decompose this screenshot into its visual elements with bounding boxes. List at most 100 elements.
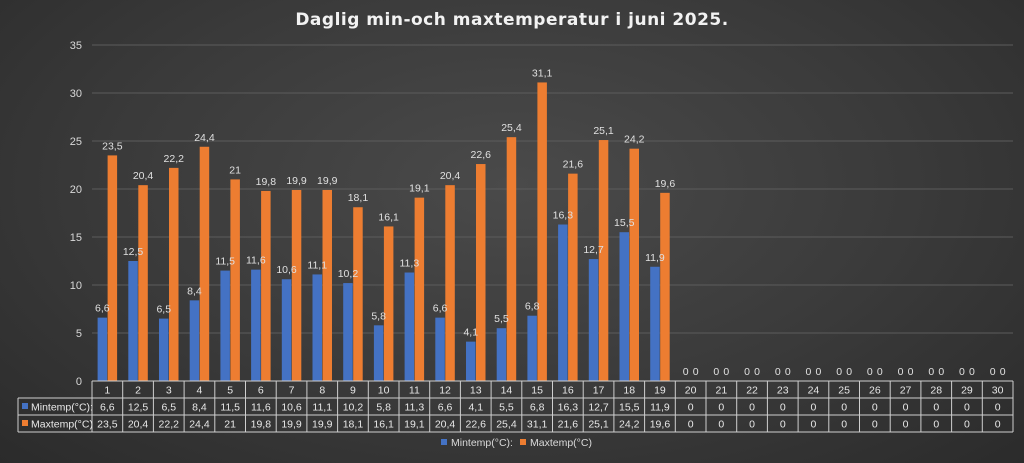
y-tick-label: 15 [70,232,82,244]
data-label-mintemp: 0 [990,366,996,378]
bar-maxtemp [230,179,240,381]
data-label-mintemp: 15,5 [614,217,635,229]
table-cell-maxtemp: 20,4 [128,419,149,431]
x-tick-label: 29 [961,385,973,397]
data-label-maxtemp: 0 [938,366,944,378]
bar-maxtemp [291,189,302,381]
bar-maxtemp [598,140,609,381]
data-label-maxtemp: 22,6 [471,149,492,161]
table-cell-mintemp: 10,2 [343,402,364,414]
data-label-maxtemp: 19,9 [317,175,338,187]
data-label-mintemp: 0 [928,366,934,378]
data-label-maxtemp: 0 [877,366,883,378]
x-tick-label: 3 [166,385,172,397]
data-label-mintemp: 10,2 [338,268,359,280]
bar-mintemp [496,328,507,381]
data-label-mintemp: 8,4 [187,285,202,297]
x-tick-label: 23 [777,385,789,397]
data-label-mintemp: 12,7 [583,244,604,256]
table-cell-maxtemp: 19,1 [404,419,425,431]
data-label-maxtemp: 0 [846,366,852,378]
table-cell-maxtemp: 19,6 [650,419,671,431]
bar-maxtemp [445,185,455,381]
table-cell-maxtemp: 0 [964,419,970,431]
table-cell-mintemp: 6,8 [530,402,545,414]
data-label-mintemp: 11,1 [307,259,327,271]
table-cell-mintemp: 16,3 [558,402,579,414]
table-cell-mintemp: 6,6 [438,402,453,414]
bar-mintemp [343,283,353,381]
data-label-maxtemp: 16,1 [378,211,399,223]
data-label-maxtemp: 22,2 [164,153,185,165]
data-label-mintemp: 0 [713,366,719,378]
bar-mintemp [404,272,415,381]
bar-maxtemp [660,192,670,381]
y-tick-label: 0 [76,376,82,388]
table-cell-maxtemp: 31,1 [527,419,548,431]
table-cell-mintemp: 0 [749,402,755,414]
bar-mintemp [373,325,384,381]
bar-maxtemp [414,197,425,381]
data-label-mintemp: 11,6 [246,255,266,267]
table-cell-maxtemp: 0 [872,419,878,431]
bar-maxtemp [107,155,118,381]
data-label-mintemp: 12,5 [123,246,144,258]
data-label-mintemp: 16,3 [553,210,574,222]
bar-maxtemp [138,185,148,381]
data-label-maxtemp: 20,4 [440,170,461,182]
table-cell-mintemp: 5,8 [376,402,391,414]
table-cell-mintemp: 0 [841,402,847,414]
table-cell-maxtemp: 21,6 [558,419,579,431]
x-tick-label: 15 [531,385,543,397]
data-label-maxtemp: 0 [785,366,791,378]
data-label-mintemp: 0 [806,366,812,378]
legend-label-maxtemp: Maxtemp(°C) [530,437,592,449]
x-tick-label: 16 [562,385,574,397]
bar-mintemp [312,274,322,381]
x-tick-label: 22 [746,385,758,397]
table-cell-maxtemp: 23,5 [97,419,118,431]
data-label-maxtemp: 24,2 [624,134,645,146]
data-label-maxtemp: 0 [1000,366,1006,378]
y-tick-label: 25 [70,136,82,148]
table-cell-maxtemp: 0 [718,419,724,431]
bar-mintemp [189,300,200,381]
data-label-maxtemp: 0 [754,366,760,378]
table-cell-maxtemp: 20,4 [435,419,456,431]
legend-key-mintemp [441,439,447,445]
data-label-maxtemp: 25,1 [593,125,614,137]
x-tick-label: 14 [501,385,513,397]
table-cell-maxtemp: 25,4 [496,419,517,431]
table-cell-mintemp: 6,5 [161,402,176,414]
data-label-mintemp: 0 [959,366,965,378]
table-cell-mintemp: 4,1 [468,402,483,414]
x-tick-label: 28 [930,385,942,397]
table-cell-mintemp: 12,7 [588,402,609,414]
data-label-maxtemp: 24,4 [194,132,215,144]
table-row-header-mintemp: Mintemp(°C): [31,402,93,414]
legend-label-mintemp: Mintemp(°C): [451,437,513,449]
x-tick-label: 8 [319,385,325,397]
table-cell-maxtemp: 24,2 [619,419,640,431]
data-label-mintemp: 0 [898,366,904,378]
bar-mintemp [435,317,445,381]
table-cell-mintemp: 8,4 [192,402,207,414]
x-tick-label: 4 [197,385,203,397]
y-tick-label: 30 [70,88,82,100]
table-cell-maxtemp: 19,9 [312,419,333,431]
data-label-maxtemp: 0 [969,366,975,378]
table-cell-mintemp: 11,1 [312,402,332,414]
table-cell-mintemp: 11,9 [650,402,670,414]
data-label-mintemp: 0 [867,366,873,378]
x-tick-label: 21 [716,385,728,397]
data-label-maxtemp: 18,1 [348,192,369,204]
table-cell-maxtemp: 19,8 [251,419,272,431]
data-label-mintemp: 10,6 [276,264,297,276]
bar-mintemp [281,279,292,381]
bar-maxtemp [353,207,363,381]
bar-mintemp [251,269,261,381]
table-cell-mintemp: 0 [933,402,939,414]
data-label-maxtemp: 23,5 [102,140,123,152]
table-cell-mintemp: 11,3 [405,402,425,414]
x-tick-label: 30 [992,385,1004,397]
